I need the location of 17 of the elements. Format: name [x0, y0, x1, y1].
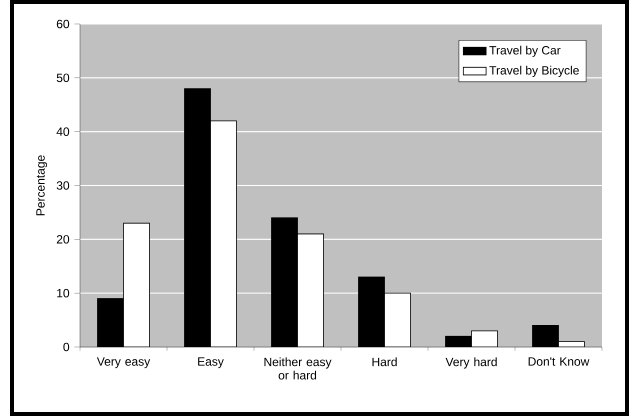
y-axis-title: Percentage: [36, 155, 48, 216]
x-tick-label: Very hard: [446, 357, 497, 369]
x-tick-label: Don't Know: [528, 357, 590, 366]
y-tick-label: 60: [56, 20, 70, 28]
y-tick-label: 10: [57, 288, 70, 298]
x-tick-label: Very easy: [96, 357, 150, 368]
x-tick-label: Easy: [198, 357, 224, 368]
y-tick-label: 50: [56, 74, 70, 82]
y-tick-label: 30: [56, 181, 70, 190]
legend-label: Travel by Car: [489, 46, 561, 57]
x-tick-label: Hard: [372, 357, 397, 366]
legend-label: Travel by Bicycle: [489, 66, 579, 77]
x-tick-label: Neither easy or hard: [264, 357, 332, 380]
y-tick-label: 20: [56, 235, 70, 244]
bar: [471, 330, 498, 347]
y-tick-label: 0: [63, 342, 70, 352]
y-tick-label: 40: [56, 127, 70, 136]
